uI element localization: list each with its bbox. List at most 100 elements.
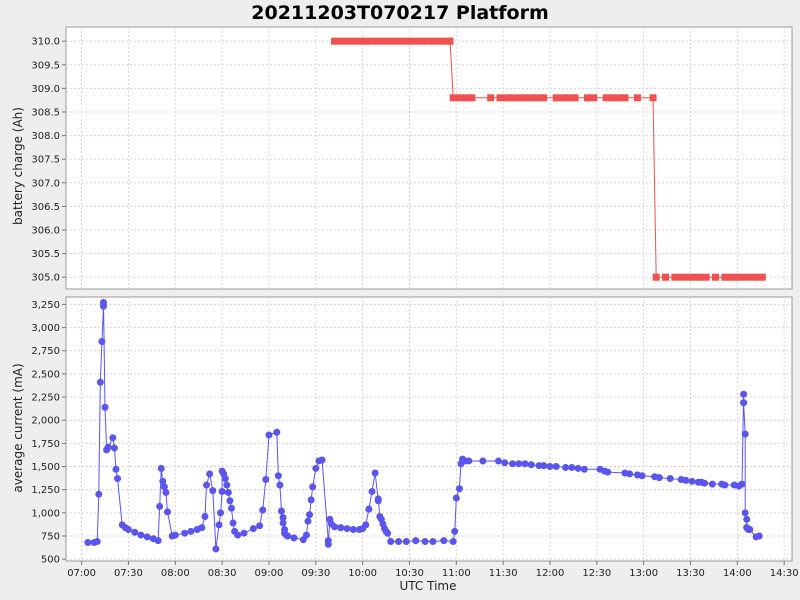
- current-data-point: [479, 457, 487, 465]
- current-y-axis-label: average current (mA): [11, 363, 25, 492]
- x-tick-label: 11:30: [489, 568, 518, 579]
- battery-y-tick-label: 306.5: [31, 202, 60, 213]
- current-y-tick-labels: 500 750 1,000 1,250 1,500 1,750 2,000 2,250 2,50…: [31, 300, 66, 566]
- current-data-point: [131, 528, 139, 536]
- current-y-tick-label: 3,000: [31, 323, 60, 334]
- current-data-point: [249, 525, 257, 533]
- current-data-point: [509, 460, 517, 468]
- current-data-point: [240, 529, 248, 537]
- current-data-point: [708, 480, 716, 488]
- current-data-point: [371, 469, 379, 477]
- current-data-point: [374, 495, 382, 503]
- current-data-point: [343, 525, 351, 533]
- battery-data-point: [583, 94, 591, 102]
- battery-data-point: [702, 273, 710, 281]
- current-data-point: [688, 477, 696, 485]
- current-y-tick-label: 1,000: [31, 508, 60, 519]
- current-data-point: [527, 461, 535, 469]
- current-data-point: [362, 521, 370, 529]
- battery-data-point: [571, 94, 579, 102]
- current-data-point: [740, 390, 748, 398]
- battery-data-point: [690, 273, 698, 281]
- battery-data-point: [515, 94, 523, 102]
- battery-data-point: [671, 273, 679, 281]
- battery-data-point: [424, 37, 432, 45]
- battery-data-point: [696, 273, 704, 281]
- current-data-point: [324, 540, 332, 548]
- current-data-point: [187, 527, 195, 535]
- current-y-tick-label: 1,500: [31, 462, 60, 473]
- battery-data-point: [590, 94, 598, 102]
- current-data-point: [521, 460, 529, 468]
- current-data-point: [562, 463, 570, 471]
- current-data-point: [465, 457, 473, 465]
- current-data-point: [746, 526, 754, 534]
- battery-y-tick-label: 309.5: [31, 60, 60, 71]
- current-data-point: [154, 537, 162, 545]
- current-data-point: [279, 513, 287, 521]
- battery-y-tick-label: 310.0: [31, 37, 60, 48]
- battery-data-point: [496, 94, 504, 102]
- current-data-point: [84, 538, 92, 546]
- current-y-tick-label: 2,000: [31, 416, 60, 427]
- battery-data-point: [746, 273, 754, 281]
- current-data-point: [306, 511, 314, 519]
- x-tick-label: 14:30: [770, 568, 799, 579]
- current-data-point: [580, 465, 588, 473]
- current-data-point: [99, 299, 107, 307]
- current-data-point: [412, 537, 420, 545]
- current-data-point: [256, 522, 264, 530]
- current-data-point: [104, 443, 112, 451]
- current-y-tick-label: 750: [41, 531, 60, 542]
- battery-data-point: [437, 37, 445, 45]
- x-tick-label: 12:30: [582, 568, 611, 579]
- x-tick-label: 13:00: [629, 568, 658, 579]
- current-y-tick-label: 1,250: [31, 485, 60, 496]
- battery-data-point: [349, 37, 357, 45]
- current-data-point: [368, 488, 376, 496]
- current-data-point: [137, 531, 145, 539]
- current-data-point: [224, 488, 232, 496]
- battery-data-point: [374, 37, 382, 45]
- battery-data-point: [552, 94, 560, 102]
- battery-y-tick-label: 306.0: [31, 225, 60, 236]
- battery-data-point: [368, 37, 376, 45]
- current-y-tick-label: 500: [41, 555, 60, 566]
- current-data-point: [203, 481, 211, 489]
- battery-data-point: [399, 37, 407, 45]
- battery-y-tick-label: 307.0: [31, 178, 60, 189]
- battery-data-point: [540, 94, 548, 102]
- current-data-point: [307, 496, 315, 504]
- x-tick-label: 09:30: [301, 568, 330, 579]
- current-data-point: [494, 457, 502, 465]
- current-data-point: [284, 532, 292, 540]
- current-data-point: [110, 444, 118, 452]
- current-data-point: [452, 494, 460, 502]
- current-data-point: [274, 472, 282, 480]
- battery-data-point: [621, 94, 629, 102]
- average-current-series: [84, 299, 763, 553]
- x-tick-label: 12:00: [536, 568, 565, 579]
- battery-data-point: [662, 273, 670, 281]
- battery-data-point: [565, 94, 573, 102]
- x-tick-label: 07:30: [114, 568, 143, 579]
- current-y-tick-label: 3,250: [31, 300, 60, 311]
- battery-data-point: [558, 94, 566, 102]
- battery-charge-series: [331, 37, 766, 281]
- battery-data-point: [331, 37, 339, 45]
- current-data-point: [156, 502, 164, 510]
- current-data-point: [365, 505, 373, 513]
- current-data-point: [429, 538, 437, 546]
- current-data-point: [552, 463, 560, 471]
- current-y-tick-label: 2,750: [31, 346, 60, 357]
- current-plot-area: [65, 296, 793, 562]
- x-tick-labels: 07:00 07:30 08:00 08:30 09:00 09:30 10:00 10:30…: [67, 561, 799, 579]
- current-data-point: [515, 460, 523, 468]
- chart-title: 20211203T070217 Platform: [251, 2, 549, 24]
- battery-data-point: [393, 37, 401, 45]
- battery-data-point: [602, 94, 610, 102]
- current-y-tick-label: 2,500: [31, 369, 60, 380]
- battery-y-tick-label: 308.5: [31, 107, 60, 118]
- battery-plot-area: [65, 26, 793, 290]
